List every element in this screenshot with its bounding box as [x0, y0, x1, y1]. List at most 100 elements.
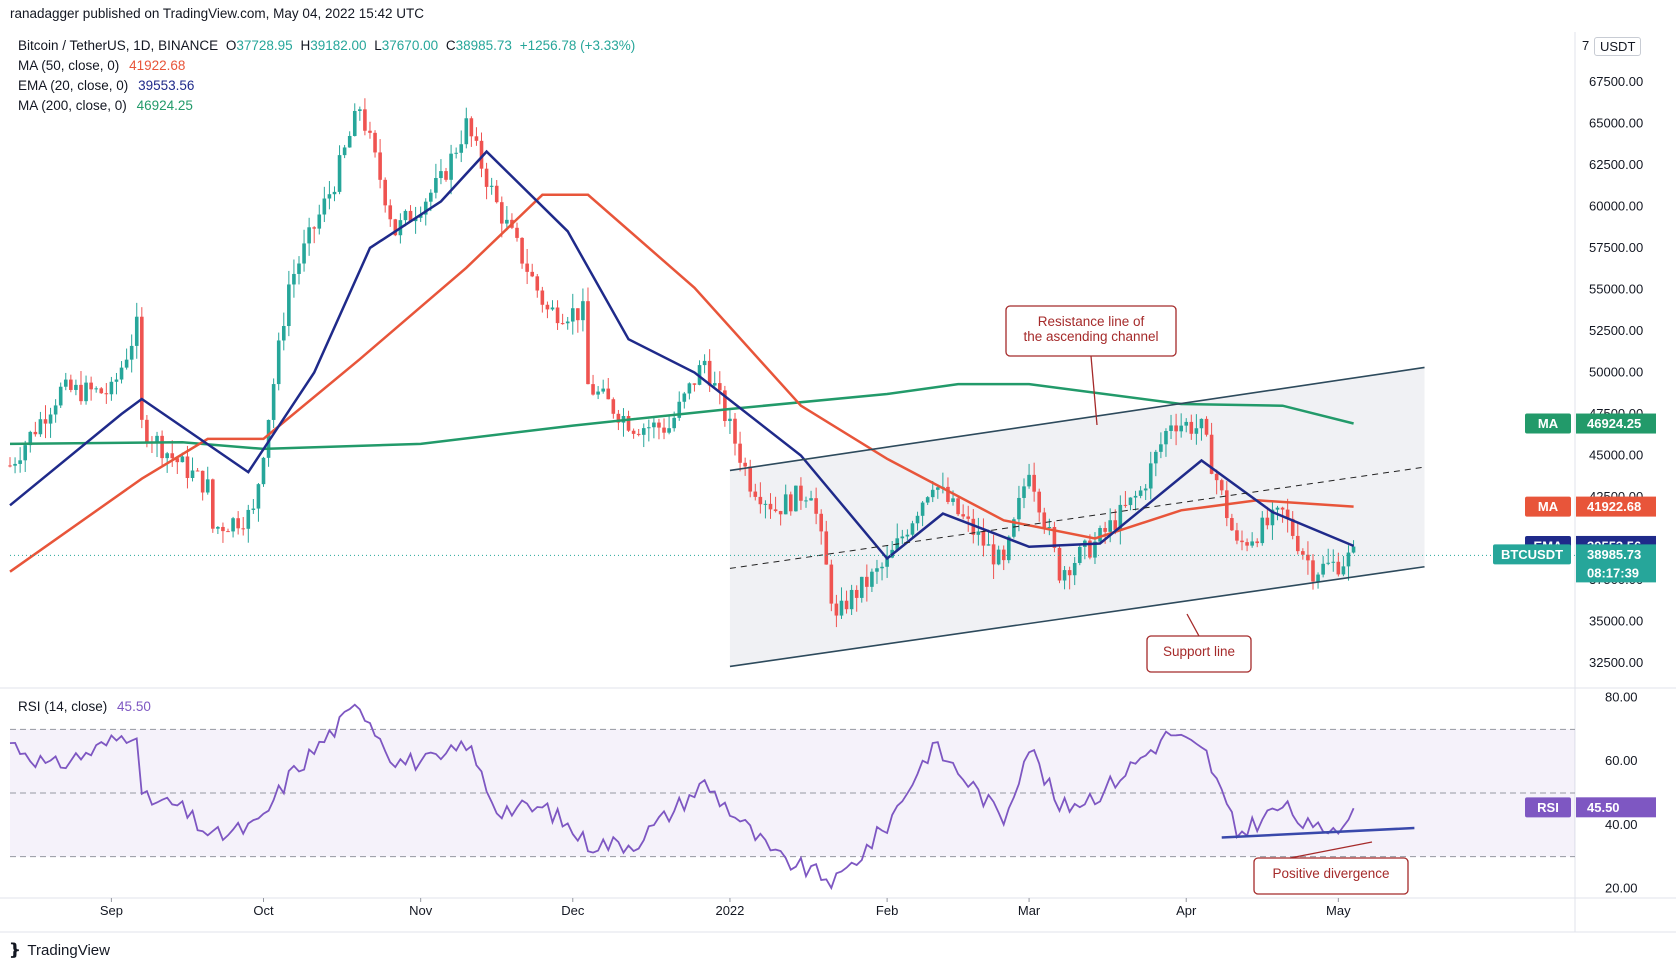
candle-body [1351, 546, 1356, 553]
candle-body [809, 498, 813, 501]
candle-body [74, 384, 78, 390]
candle-body [1047, 526, 1052, 528]
currency-button[interactable]: USDT [1594, 37, 1642, 56]
candle-body [160, 435, 164, 459]
rsi-line[interactable] [9, 703, 1355, 891]
candle-body [84, 382, 88, 402]
candle-body [936, 487, 940, 490]
candle-body [469, 118, 474, 137]
candle-body [1062, 570, 1067, 581]
candle-body [829, 564, 834, 604]
candle-body [484, 168, 489, 187]
ema20-legend-value: 39553.56 [138, 78, 195, 93]
candle-body [464, 118, 469, 145]
ma200-legend[interactable]: MA (200, close, 0) 46924.25 [18, 98, 193, 113]
candle-body [900, 536, 905, 539]
candle-body [875, 568, 879, 572]
candle-body [956, 498, 960, 515]
tradingview-logo[interactable]: ❵ TradingView [8, 940, 110, 960]
candle-body [251, 508, 256, 510]
candle-body [996, 549, 1001, 565]
candle-body [1174, 425, 1178, 432]
candle-body [312, 227, 316, 229]
ma200-price-tag-value-bg [1576, 413, 1656, 434]
ema20-legend-label: EMA (20, close, 0) [18, 78, 129, 93]
btcusdt-price-tag[interactable]: BTCUSDT 38985.73 08:17:39 [1493, 544, 1656, 583]
divergence-trendline[interactable] [1221, 826, 1415, 839]
candle-body [145, 419, 149, 442]
rsi-tick-label: 60.00 [1605, 753, 1638, 768]
resistance-callout-text: Resistance line of [1038, 314, 1145, 329]
candle-body [423, 201, 428, 215]
ema20-line[interactable] [9, 149, 1355, 561]
candle-body [104, 393, 109, 395]
candle-body [1148, 463, 1153, 489]
channel-midline[interactable] [729, 466, 1425, 569]
candle-body [129, 345, 134, 360]
candle-body [773, 509, 778, 512]
candle-body [1245, 542, 1249, 546]
candle-body [971, 518, 976, 535]
candle-body [844, 600, 849, 610]
candle-body [53, 405, 58, 415]
candle-body [657, 422, 661, 428]
candle-body [753, 491, 758, 497]
candle-body [1240, 540, 1244, 543]
ma50-legend[interactable]: MA (50, close, 0) 41922.68 [18, 58, 185, 73]
candle-body [505, 219, 509, 224]
candle-body [124, 359, 129, 368]
candle-body [870, 571, 874, 587]
date-tick-label: Sep [100, 903, 123, 918]
price-axis-top-label: 7 [1582, 38, 1590, 53]
candle-body [1235, 530, 1239, 541]
candle-body [1012, 519, 1016, 537]
candle-body [1336, 561, 1341, 575]
ma50-price-tag-title: MA [1538, 499, 1559, 514]
candle-body [119, 367, 124, 380]
candle-body [170, 453, 175, 459]
candle-body [261, 457, 266, 485]
ma200-line[interactable] [9, 382, 1354, 451]
support-callout[interactable]: Support line [1146, 613, 1252, 673]
candle-body [307, 227, 311, 244]
rsi-value-tag[interactable]: RSI 45.50 [1525, 797, 1656, 818]
candle-body [667, 428, 671, 433]
ma200-price-tag[interactable]: MA 46924.25 [1525, 413, 1656, 434]
ema20-legend[interactable]: EMA (20, close, 0) 39553.56 [18, 78, 194, 93]
candle-body [195, 470, 200, 472]
candle-body [515, 227, 519, 238]
candle-body [799, 485, 803, 501]
date-tick-label: Dec [561, 903, 585, 918]
price-tick-label: 57500.00 [1589, 240, 1643, 255]
candle-body [1194, 428, 1199, 434]
candle-body [281, 326, 286, 341]
rsi-legend-label: RSI (14, close) [18, 699, 108, 714]
candle-body [48, 414, 53, 424]
candle-body [652, 422, 656, 428]
candle-body [560, 323, 565, 325]
support-line[interactable] [729, 565, 1425, 668]
candle-body [302, 243, 306, 264]
candle-body [570, 308, 575, 322]
rsi-value-tag-title: RSI [1537, 800, 1559, 815]
candle-body [728, 418, 732, 422]
divergence-callout[interactable]: Positive divergence [1253, 841, 1409, 895]
divergence-callout-box [1253, 857, 1409, 895]
candle-body [545, 304, 550, 310]
resistance-line[interactable] [729, 366, 1425, 472]
candle-body [256, 484, 261, 509]
candle-body [134, 316, 139, 346]
ma50-line[interactable] [9, 193, 1354, 573]
candle-body [1316, 574, 1320, 582]
symbol-title[interactable]: Bitcoin / TetherUS, 1D, BINANCE [18, 38, 219, 53]
candle-body [1250, 541, 1254, 546]
candle-body [520, 237, 524, 264]
candle-body [839, 600, 844, 616]
candle-body [1230, 518, 1234, 531]
price-tick-label: 50000.00 [1589, 364, 1643, 379]
ma50-price-tag[interactable]: MA 41922.68 [1525, 496, 1656, 517]
rsi-legend[interactable]: RSI (14, close) 45.50 [18, 699, 151, 714]
candle-body [910, 523, 915, 535]
